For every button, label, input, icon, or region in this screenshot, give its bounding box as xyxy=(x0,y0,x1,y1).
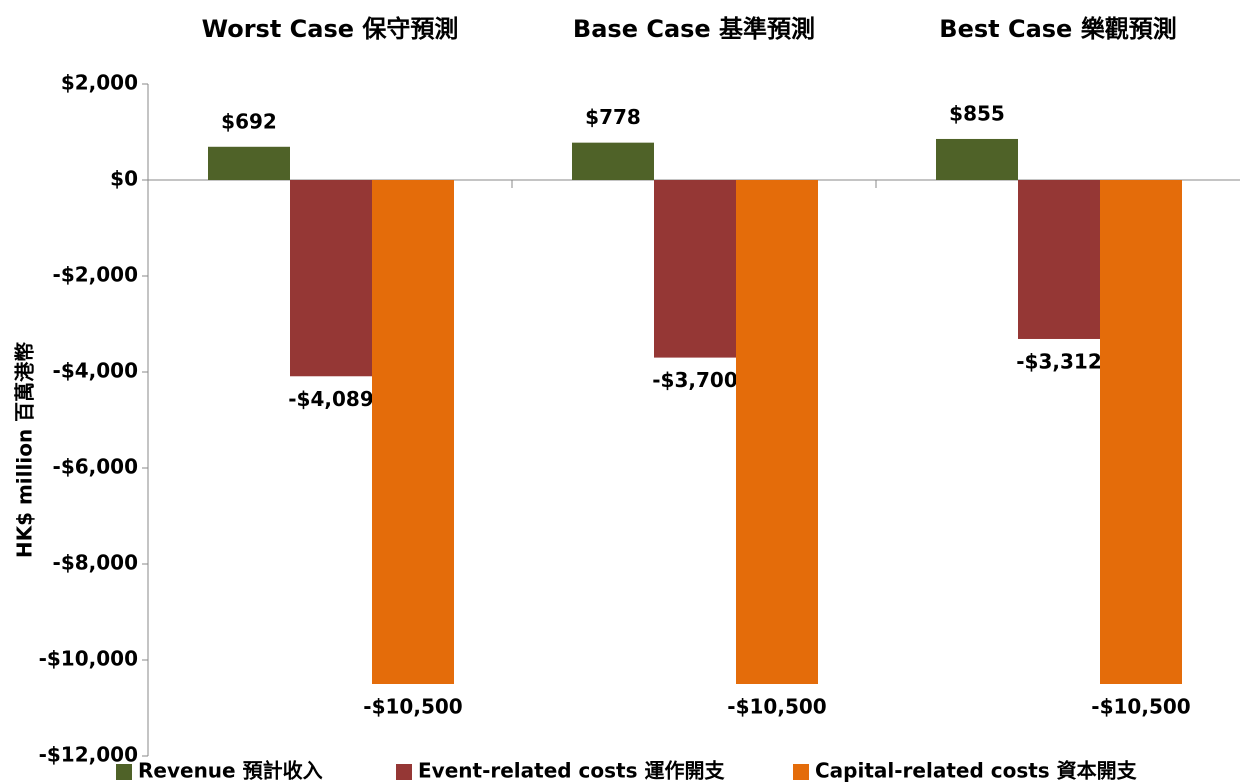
data-label: -$3,312 xyxy=(1016,349,1101,373)
legend-swatch xyxy=(396,764,412,780)
bar xyxy=(1018,180,1100,339)
y-tick-label: $2,000 xyxy=(61,71,138,95)
data-label: -$10,500 xyxy=(363,695,462,719)
data-label: $855 xyxy=(949,101,1005,125)
data-label: $778 xyxy=(585,105,641,129)
y-tick-label: -$6,000 xyxy=(53,455,138,479)
data-label: $692 xyxy=(221,109,277,133)
y-tick-label: -$8,000 xyxy=(53,551,138,575)
y-axis-label: HK$ million 百萬港幣 xyxy=(13,342,37,558)
legend-label: Revenue 預計收入 xyxy=(138,759,323,783)
data-label: -$4,089 xyxy=(288,387,373,411)
category-label: Best Case 樂觀預測 xyxy=(939,15,1176,43)
y-tick-label: -$12,000 xyxy=(39,743,138,767)
legend-swatch xyxy=(793,764,809,780)
y-tick-label: -$2,000 xyxy=(53,263,138,287)
data-label: -$10,500 xyxy=(1091,695,1190,719)
y-tick-label: -$4,000 xyxy=(53,359,138,383)
category-label: Worst Case 保守預測 xyxy=(202,15,459,43)
bar xyxy=(654,180,736,358)
bar xyxy=(372,180,454,684)
y-tick-label: $0 xyxy=(110,167,138,191)
bar xyxy=(208,146,290,180)
data-label: -$10,500 xyxy=(727,695,826,719)
data-label: -$3,700 xyxy=(652,368,737,392)
bar xyxy=(572,142,654,180)
bar xyxy=(290,180,372,377)
bar xyxy=(1100,180,1182,684)
bar xyxy=(936,138,1018,180)
bar xyxy=(736,180,818,684)
legend-label: Event-related costs 運作開支 xyxy=(418,759,725,783)
legend-label: Capital-related costs 資本開支 xyxy=(815,759,1138,783)
category-label: Base Case 基準預測 xyxy=(573,15,815,43)
legend-swatch xyxy=(116,764,132,780)
y-tick-label: -$10,000 xyxy=(39,647,138,671)
